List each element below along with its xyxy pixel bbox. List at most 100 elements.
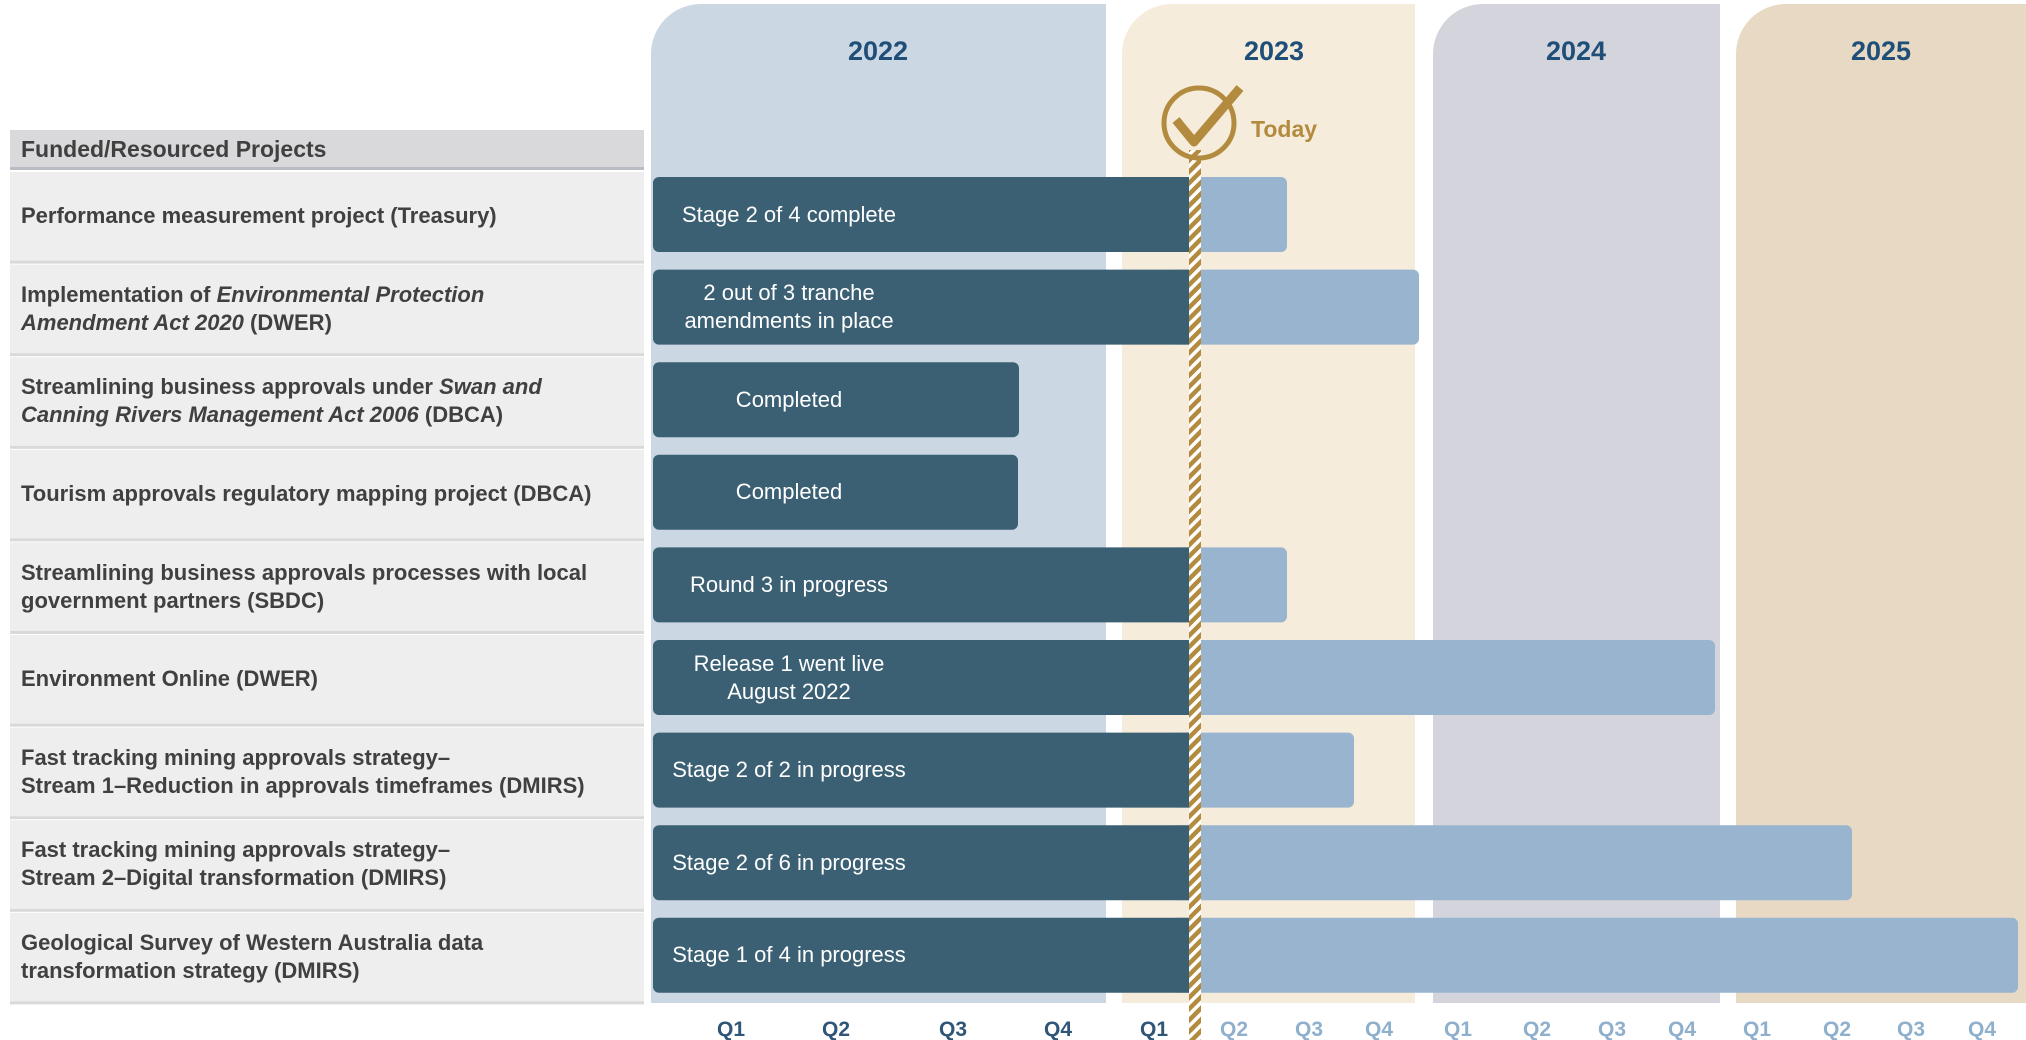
progress-bar xyxy=(653,454,1018,530)
label-text: Stream 1–Reduction in approvals timefram… xyxy=(21,772,585,798)
label-text: Stream 2–Digital transformation (DMIRS) xyxy=(21,865,447,891)
project-label: Streamlining business approvals under Sw… xyxy=(21,355,542,448)
row-separator xyxy=(10,908,644,912)
row-separator xyxy=(10,723,644,727)
label-text: Amendment Act 2020 xyxy=(21,309,244,335)
progress-bar xyxy=(653,640,1193,715)
project-label: Environment Online (DWER) xyxy=(21,633,318,726)
label-line: Amendment Act 2020 (DWER) xyxy=(21,309,484,337)
status-label: Stage 2 of 4 complete xyxy=(682,177,896,252)
project-label: Streamlining business approvals processe… xyxy=(21,540,587,633)
label-text: Implementation of xyxy=(21,281,217,307)
status-label: Stage 1 of 4 in progress xyxy=(672,918,906,993)
label-line: government partners (SBDC) xyxy=(21,587,587,615)
year-label: 2023 xyxy=(1243,36,1305,66)
label-line: Environment Online (DWER) xyxy=(21,665,318,693)
project-label: Fast tracking mining approvals strategy–… xyxy=(21,726,585,819)
row-separator xyxy=(10,816,644,820)
label-line: Geological Survey of Western Australia d… xyxy=(21,929,483,957)
header-bg xyxy=(10,130,644,169)
label-text: Streamlining business approvals under xyxy=(21,374,440,400)
label-text: government partners (SBDC) xyxy=(21,587,325,613)
status-line: Release 1 went live xyxy=(694,650,885,678)
year-band xyxy=(1736,4,2026,1003)
year-band xyxy=(1433,4,1720,1003)
status-text: Completed xyxy=(735,479,843,505)
status-line: 2 out of 3 tranche xyxy=(684,279,893,307)
status-line: Stage 2 of 4 complete xyxy=(682,201,896,229)
status-text: Stage 2 of 2 in progress xyxy=(672,757,906,783)
status-text: Release 1 went live xyxy=(693,650,885,676)
year-label: 2024 xyxy=(1545,36,1607,66)
label-line: Canning Rivers Management Act 2006 (DBCA… xyxy=(21,401,542,429)
row-bg xyxy=(10,357,644,446)
label-text: Canning Rivers Management Act 2006 xyxy=(21,402,419,428)
quarter-label: Q2 xyxy=(1822,1018,1852,1040)
status-text: Round 3 in progress xyxy=(689,571,889,597)
project-label: Performance measurement project (Treasur… xyxy=(21,170,497,263)
progress-bar xyxy=(653,917,1193,993)
row-bg xyxy=(10,264,644,354)
progress-bar xyxy=(653,269,1193,345)
quarter-label: Q1 xyxy=(1742,1018,1772,1040)
quarter-label: Q3 xyxy=(1294,1018,1324,1040)
status-label: 2 out of 3 tranche amendments in place xyxy=(684,270,893,345)
remaining-bar xyxy=(1170,917,2018,993)
status-label: Completed xyxy=(736,455,842,530)
status-line: Stage 2 of 6 in progress xyxy=(672,849,906,877)
progress-bar xyxy=(653,177,1193,252)
row-separator xyxy=(10,260,644,264)
quarter-label: Q3 xyxy=(1597,1018,1627,1040)
row-bg xyxy=(10,912,644,1002)
project-label: Tourism approvals regulatory mapping pro… xyxy=(21,448,591,541)
label-line: Tourism approvals regulatory mapping pro… xyxy=(21,480,591,508)
quarter-label: Q2 xyxy=(821,1018,851,1040)
label-text: Performance measurement project (Treasur… xyxy=(21,203,497,229)
label-line: Implementation of Environmental Protecti… xyxy=(21,281,484,309)
status-label: Round 3 in progress xyxy=(690,547,888,622)
label-text: Streamlining business approvals processe… xyxy=(21,559,588,585)
remaining-bar xyxy=(1170,640,1715,715)
label-line: Performance measurement project (Treasur… xyxy=(21,202,497,230)
progress-bar xyxy=(653,547,1193,623)
progress-bar xyxy=(653,732,1193,808)
status-text: Stage 1 of 4 in progress xyxy=(672,942,906,968)
quarter-label: Q4 xyxy=(1043,1018,1073,1040)
status-label: Stage 2 of 6 in progress xyxy=(672,825,906,900)
row-separator xyxy=(10,353,644,357)
status-text: amendments in place xyxy=(684,308,894,334)
year-label: 2022 xyxy=(847,36,909,66)
quarter-label: Q3 xyxy=(1896,1018,1926,1040)
label-line: Fast tracking mining approvals strategy– xyxy=(21,836,450,864)
label-line: Stream 2–Digital transformation (DMIRS) xyxy=(21,864,450,892)
today-check xyxy=(1172,85,1244,147)
status-label: Stage 2 of 2 in progress xyxy=(672,733,906,808)
progress-bar xyxy=(653,362,1019,438)
quarter-label: Q4 xyxy=(1364,1018,1394,1040)
row-bg xyxy=(10,820,644,909)
row-separator xyxy=(10,445,644,449)
quarter-label: Q1 xyxy=(1443,1018,1473,1040)
today-line xyxy=(1189,150,1201,1040)
label-text: Environment Online (DWER) xyxy=(21,666,318,692)
status-line: Round 3 in progress xyxy=(690,571,888,599)
label-text: (DWER) xyxy=(243,309,332,335)
status-line: Stage 1 of 4 in progress xyxy=(672,941,906,969)
status-text: August 2022 xyxy=(727,678,851,704)
status-line: Completed xyxy=(736,386,842,414)
project-label: Implementation of Environmental Protecti… xyxy=(21,263,484,356)
status-text: Stage 2 of 4 complete xyxy=(681,201,897,227)
row-bg xyxy=(10,635,644,724)
status-text: 2 out of 3 tranche xyxy=(703,280,875,306)
label-line: Stream 1–Reduction in approvals timefram… xyxy=(21,772,585,800)
label-text: Geological Survey of Western Australia d… xyxy=(21,930,484,956)
label-text: Swan and xyxy=(439,374,542,400)
status-line: August 2022 xyxy=(694,678,885,706)
row-bg xyxy=(10,727,644,817)
header-title: Funded/Resourced Projects xyxy=(21,136,327,162)
row-bg xyxy=(10,172,644,261)
quarter-label: Q4 xyxy=(1667,1018,1697,1040)
label-text: (DBCA) xyxy=(418,402,504,428)
